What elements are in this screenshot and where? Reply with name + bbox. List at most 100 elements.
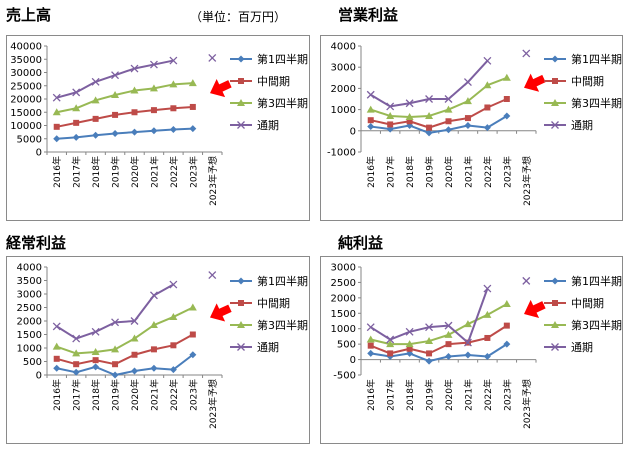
legend-item-annual: 通期 bbox=[230, 119, 279, 132]
legend-item-q1: 第1四半期 bbox=[230, 52, 308, 66]
x-tick-label: 2020年 bbox=[443, 156, 455, 188]
legend-label: 第1四半期 bbox=[257, 274, 308, 288]
data-point-annual bbox=[149, 60, 158, 69]
y-tick-label: 25000 bbox=[10, 81, 42, 92]
x-tick-label: 2022年 bbox=[482, 379, 494, 411]
data-point-q3 bbox=[169, 312, 178, 320]
legend-item-half: 中間期 bbox=[230, 297, 290, 310]
series-annual bbox=[52, 271, 217, 343]
y-tick-label: -1000 bbox=[327, 148, 356, 159]
legend-label: 第1四半期 bbox=[571, 52, 622, 66]
x-tick-label: 2019年 bbox=[424, 156, 436, 188]
chart-svg: -1000 0 1000 2000 3000 4000 2016年 2017年 2018年 201… bbox=[327, 42, 622, 206]
data-point-q3 bbox=[502, 300, 511, 308]
data-point-q3 bbox=[425, 337, 434, 345]
data-point-half bbox=[73, 361, 80, 368]
legend-label: 第3四半期 bbox=[257, 96, 308, 110]
data-point-q1 bbox=[53, 364, 61, 372]
data-point-q1 bbox=[131, 367, 138, 375]
data-point-q1 bbox=[72, 133, 80, 141]
y-tick-label: 2000 bbox=[331, 84, 356, 95]
data-point-q1 bbox=[425, 129, 433, 137]
x-tick-label: 2017年 bbox=[385, 379, 397, 411]
data-point-annual bbox=[522, 276, 531, 285]
series-line-annual bbox=[370, 288, 489, 344]
legend-marker-half bbox=[552, 78, 558, 84]
data-point-q3 bbox=[72, 104, 81, 112]
data-point-annual bbox=[463, 338, 472, 347]
data-point-q1 bbox=[111, 129, 119, 137]
chart-title-sales: 売上高 bbox=[6, 6, 52, 24]
data-point-q1 bbox=[150, 127, 158, 135]
series-q1 bbox=[367, 340, 511, 365]
x-tick-label: 2017年 bbox=[385, 156, 397, 188]
data-point-q1 bbox=[189, 351, 197, 359]
data-point-annual bbox=[386, 335, 395, 344]
y-tick-label: 20000 bbox=[10, 95, 42, 106]
y-tick-label: 1500 bbox=[331, 309, 356, 320]
legend-marker-q3 bbox=[237, 99, 245, 106]
x-tick-label: 2023年予想 bbox=[207, 379, 219, 429]
x-tick-label: 2023年 bbox=[187, 156, 199, 188]
chart-svg: -500 0 500 1000 1500 2000 2500 3000 2016年 2017年 20… bbox=[331, 263, 622, 429]
data-point-q1 bbox=[503, 340, 511, 348]
legend-label: 中間期 bbox=[571, 75, 604, 88]
legend-item-q3: 第3四半期 bbox=[544, 318, 622, 332]
data-point-annual bbox=[111, 318, 120, 327]
x-tick-label: 2023年 bbox=[187, 379, 199, 411]
legend-item-half: 中間期 bbox=[544, 297, 604, 310]
data-point-annual bbox=[425, 323, 434, 332]
legend-item-q3: 第3四半期 bbox=[230, 318, 308, 332]
x-tick-label: 2022年 bbox=[168, 156, 180, 188]
highlight-arrow-icon bbox=[210, 303, 232, 322]
legend-marker-q3 bbox=[237, 321, 245, 328]
data-point-annual bbox=[444, 321, 453, 330]
data-point-annual bbox=[72, 334, 81, 343]
x-tick-label: 2020年 bbox=[443, 379, 455, 411]
data-point-q1 bbox=[445, 126, 452, 134]
chart-panel-ordinary-profit: 0 500 1000 1500 2000 2500 3000 3500 4000 2016年 201… bbox=[6, 256, 310, 444]
data-point-annual bbox=[405, 327, 414, 336]
legend-item-q3: 第3四半期 bbox=[230, 96, 308, 110]
data-point-q3 bbox=[91, 348, 100, 356]
legend-marker-q3 bbox=[551, 99, 559, 106]
data-point-q1 bbox=[503, 112, 511, 120]
x-tick-label: 2018年 bbox=[90, 156, 102, 188]
series-half bbox=[53, 331, 196, 368]
legend-label: 通期 bbox=[571, 119, 593, 132]
legend-item-half: 中間期 bbox=[544, 75, 604, 88]
data-point-half bbox=[189, 103, 196, 110]
legend-marker-half bbox=[238, 300, 244, 306]
x-tick-label: 2019年 bbox=[110, 379, 122, 411]
series-q3 bbox=[366, 73, 511, 121]
data-point-half bbox=[387, 350, 394, 357]
chart-panel-operating-profit: -1000 0 1000 2000 3000 4000 2016年 2017年 2018年 201… bbox=[320, 35, 623, 221]
data-point-half bbox=[367, 342, 374, 349]
legend-marker-annual bbox=[237, 121, 245, 129]
data-point-annual bbox=[366, 323, 375, 332]
data-point-half bbox=[112, 361, 119, 368]
highlight-arrow-icon bbox=[210, 78, 232, 98]
data-point-q3 bbox=[405, 340, 414, 348]
data-point-q3 bbox=[169, 80, 178, 88]
data-point-half bbox=[387, 121, 394, 128]
data-point-half bbox=[426, 124, 433, 131]
data-point-half bbox=[53, 123, 60, 130]
legend-label: 第1四半期 bbox=[257, 52, 308, 66]
chart-svg: 0 5000 10000 15000 20000 25000 30000 35000 40000… bbox=[10, 42, 308, 206]
chart-title-operating-profit: 営業利益 bbox=[338, 6, 399, 24]
data-point-q3 bbox=[130, 86, 139, 94]
data-point-annual bbox=[405, 99, 414, 108]
data-point-half bbox=[445, 118, 452, 125]
data-point-annual bbox=[208, 53, 217, 62]
legend-marker-annual bbox=[237, 343, 245, 351]
data-point-half bbox=[92, 357, 99, 364]
y-tick-label: 1000 bbox=[331, 324, 356, 335]
y-tick-label: 3500 bbox=[17, 276, 42, 287]
data-point-half bbox=[464, 115, 471, 122]
legend-item-annual: 通期 bbox=[544, 341, 593, 354]
data-point-q1 bbox=[189, 125, 197, 133]
data-point-q3 bbox=[386, 111, 395, 119]
legend-marker-annual bbox=[551, 343, 559, 351]
legend-label: 中間期 bbox=[257, 75, 290, 88]
